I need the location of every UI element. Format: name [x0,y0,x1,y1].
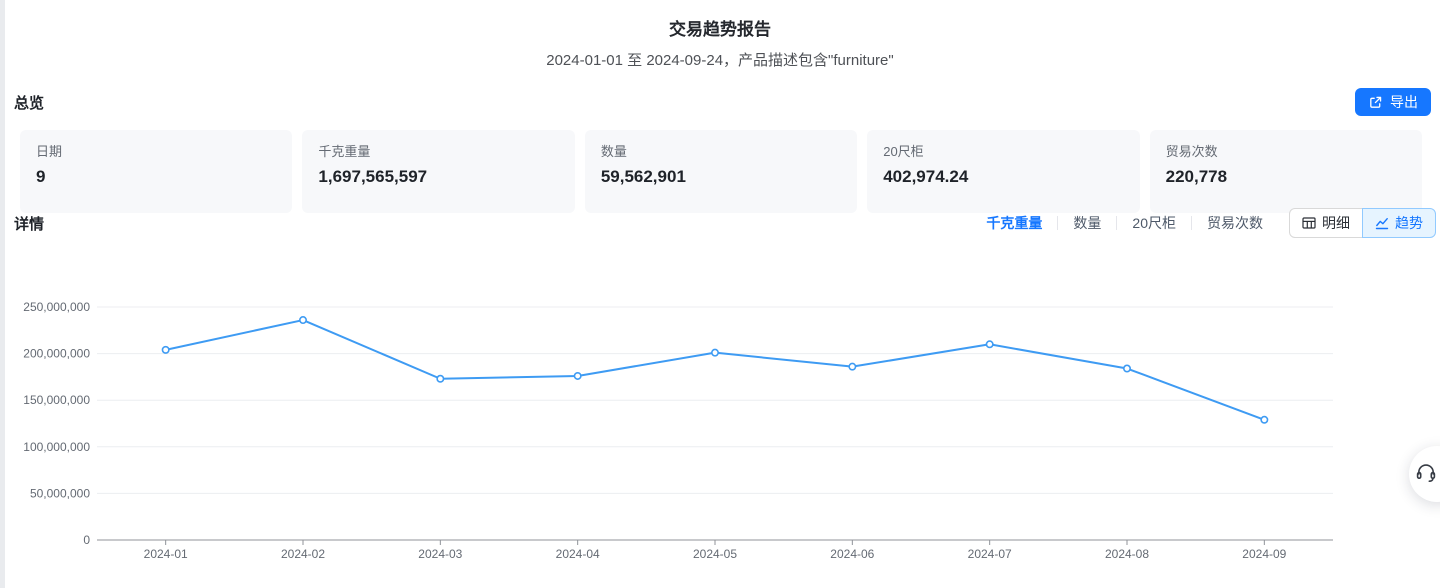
report-header: 交易趋势报告 2024-01-01 至 2024-09-24，产品描述包含"fu… [0,0,1440,70]
chart-y-tick-label: 200,000,000 [23,347,90,361]
chart-y-tick-label: 0 [83,533,90,547]
stat-value: 1,697,565,597 [318,167,428,186]
trend-view-button[interactable]: 趋势 [1362,208,1436,238]
chart-x-tick-label: 2024-08 [1105,547,1149,561]
metric-tabs: 千克重量 数量 20尺柜 贸易次数 [986,213,1263,233]
chart-data-point[interactable] [298,316,307,325]
chart-y-tick-label: 250,000,000 [23,300,90,314]
stat-card-quantity: 数量 59,562,901 [584,130,858,213]
stat-label: 20尺柜 [883,144,924,159]
metric-tab-trade-count[interactable]: 贸易次数 [1207,215,1263,231]
metric-tab-20ft-container[interactable]: 20尺柜 [1132,215,1176,231]
export-button-label: 导出 [1390,94,1418,110]
tab-separator [1057,216,1059,230]
detail-view-label: 明细 [1322,215,1350,231]
chart-data-point[interactable] [1260,415,1269,424]
chart-x-tick-label: 2024-05 [693,547,737,561]
stat-label: 日期 [36,144,63,159]
trend-view-label: 趋势 [1395,215,1423,231]
export-button[interactable]: 导出 [1355,88,1431,116]
chart-data-point[interactable] [573,371,582,380]
chart-x-tick-label: 2024-09 [1242,547,1286,561]
stat-card-date: 日期 9 [20,130,293,213]
stat-card-trade-count: 贸易次数 220,778 [1149,130,1423,213]
chart-x-tick-label: 2024-06 [830,547,874,561]
chart-data-point[interactable] [1123,364,1132,373]
chart-x-tick-label: 2024-07 [968,547,1012,561]
external-link-icon [1368,95,1383,110]
metric-tab-kg-weight[interactable]: 千克重量 [986,215,1043,231]
chart-x-tick-label: 2024-02 [281,547,325,561]
stat-label: 千克重量 [318,144,371,159]
left-edge-divider [0,0,5,588]
line-chart-icon [1375,216,1389,230]
overview-stat-cards: 日期 9 千克重量 1,697,565,597 数量 59,562,901 20… [20,130,1423,213]
tab-separator [1116,216,1118,230]
chart-x-tick-label: 2024-04 [556,547,600,561]
stat-value: 220,778 [1165,167,1228,186]
tab-separator [1191,216,1192,230]
trend-line-chart: 0 50,000,000 100,000,000 150,000,000 200,000… [23,300,1333,561]
page-subtitle: 2024-01-01 至 2024-09-24，产品描述包含"furniture… [546,52,894,69]
chart-data-point[interactable] [710,348,719,357]
details-bar: 详情 千克重量 数量 20尺柜 贸易次数 明细 [14,208,1436,238]
headset-icon [1414,460,1440,489]
table-grid-icon [1302,216,1316,230]
overview-heading: 总览 [14,94,45,112]
details-heading: 详情 [14,215,45,233]
stat-card-20ft-container: 20尺柜 402,974.24 [867,130,1140,213]
chart-y-tick-label: 150,000,000 [23,393,90,407]
trend-chart-area: 0 50,000,000 100,000,000 150,000,000 200,000… [0,250,1440,582]
chart-data-point[interactable] [436,374,445,383]
detail-view-button[interactable]: 明细 [1289,208,1363,238]
chart-y-tick-label: 100,000,000 [23,440,90,454]
chart-y-tick-label: 50,000,000 [30,486,90,500]
view-toggle: 明细 趋势 [1289,208,1436,238]
stat-label: 数量 [600,144,627,159]
chart-x-tick-label: 2024-01 [144,547,188,561]
chart-series-line [164,319,1266,421]
chart-data-point[interactable] [848,362,857,371]
chart-data-point[interactable] [161,345,170,354]
stat-card-kg-weight: 千克重量 1,697,565,597 [302,130,575,213]
chart-x-tick-label: 2024-03 [418,547,462,561]
overview-bar: 总览 导出 [14,88,1431,116]
chart-data-point[interactable] [985,340,994,349]
stat-value: 9 [36,167,46,186]
stat-label: 贸易次数 [1165,144,1218,159]
stat-value: 402,974.24 [883,167,969,186]
metric-tab-quantity[interactable]: 数量 [1073,215,1102,231]
page-title: 交易趋势报告 [669,20,771,39]
stat-value: 59,562,901 [600,167,686,186]
